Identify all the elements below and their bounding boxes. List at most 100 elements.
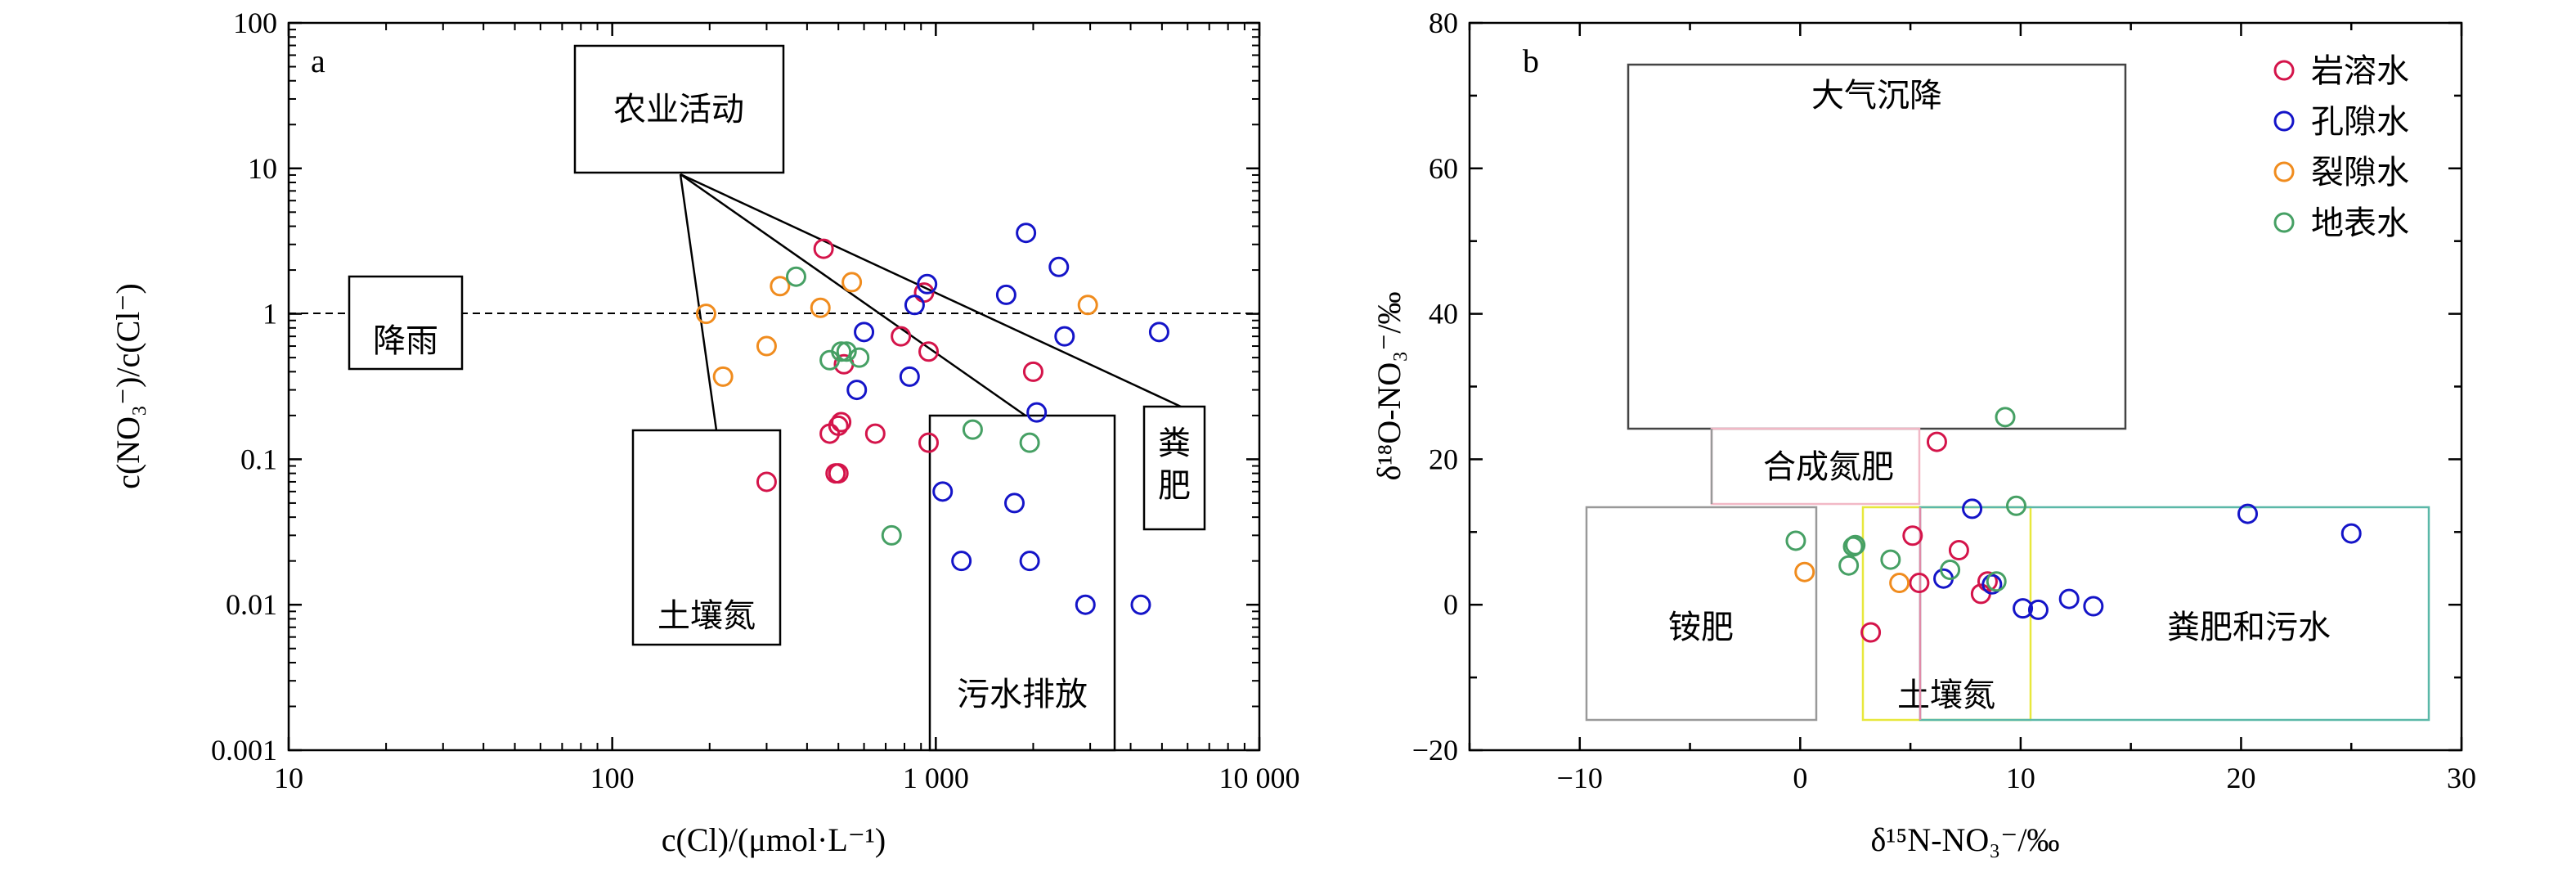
panel-a-points <box>695 223 1169 615</box>
box-manure-sewage: 粪肥和污水 <box>1919 506 2430 722</box>
scatter-point <box>2237 503 2259 524</box>
y-tick-label: 1 <box>263 298 277 331</box>
scatter-point <box>1909 573 1930 594</box>
scatter-point <box>712 366 734 387</box>
x-tick-label: 1 000 <box>903 762 969 794</box>
panel-a-mixing-lines <box>679 173 1182 431</box>
scatter-point <box>1077 295 1098 316</box>
y-tick-label: 0.1 <box>240 443 277 475</box>
mixing-line-sewage <box>680 173 1026 417</box>
scatter-point <box>831 412 852 433</box>
scatter-point <box>828 415 849 436</box>
scatter-point <box>756 471 777 492</box>
scatter-point <box>1845 534 1866 555</box>
box-sewage: 污水排放 <box>928 414 1116 752</box>
x-tick-label: 0 <box>1793 762 1807 794</box>
scatter-point <box>2340 523 2362 544</box>
scatter-point <box>881 524 902 546</box>
scatter-point <box>785 266 806 287</box>
scatter-point <box>1148 322 1169 343</box>
panel-a-y-axis-title: c(NO₃⁻)/c(Cl⁻) <box>110 283 146 489</box>
panel-b-axes: −10 0 10 20 30 80 60 40 20 0 −20 <box>1412 7 2476 794</box>
scatter-point <box>864 423 886 444</box>
scatter-point <box>1838 555 1860 576</box>
scatter-point <box>918 341 940 362</box>
scatter-point <box>1019 551 1040 572</box>
scatter-point <box>918 432 940 453</box>
x-tick-label: 30 <box>2447 762 2476 794</box>
scatter-point <box>1019 432 1040 453</box>
y-tick-label: 60 <box>1429 152 1458 185</box>
y-tick-label: −20 <box>1412 734 1458 767</box>
scatter-point <box>695 304 716 325</box>
scatter-point <box>917 273 938 295</box>
panel-b-x-axis-title: δ¹⁵N-NO₃⁻/‰ <box>1871 821 2060 858</box>
panel-b-y-axis-title: δ¹⁸O-NO₃⁻/‰ <box>1371 292 1407 481</box>
box-manure: 粪肥 <box>1142 405 1206 531</box>
legend-label: 地表水 <box>2311 205 2409 242</box>
scatter-point <box>2027 599 2049 620</box>
scatter-point <box>841 272 863 293</box>
mixing-line-soil <box>679 173 718 431</box>
box-sewage-label: 污水排放 <box>957 676 1088 713</box>
panel-b-letter: b <box>1523 43 1539 79</box>
scatter-point <box>1860 622 1882 643</box>
scatter-point <box>1785 530 1806 551</box>
legend-marker <box>2273 110 2295 132</box>
scatter-point <box>1902 525 1923 546</box>
scatter-point <box>849 347 870 368</box>
box-manure-label: 粪肥 <box>1158 425 1191 505</box>
box-atmospheric-label: 大气沉降 <box>1811 77 1942 115</box>
scatter-point <box>1016 223 1037 244</box>
box-soil-nitrogen-b-label: 土壤氮 <box>1897 677 1995 714</box>
box-ammonium-label: 铵肥 <box>1668 609 1734 646</box>
scatter-point <box>1981 573 2003 595</box>
x-tick-label: 10 000 <box>1219 762 1300 794</box>
y-tick-label: 100 <box>233 7 277 39</box>
scatter-point <box>962 419 983 440</box>
box-synthetic-fertilizer: 合成氮肥 <box>1710 427 1921 506</box>
x-tick-label: 10 <box>2006 762 2035 794</box>
scatter-point <box>770 276 791 297</box>
scatter-point <box>2013 598 2034 619</box>
scatter-point <box>1880 549 1901 570</box>
scatter-point <box>828 463 849 484</box>
box-soil-nitrogen: 土壤氮 <box>631 429 782 646</box>
y-tick-label: 40 <box>1429 298 1458 331</box>
box-rainfall-label: 降雨 <box>373 322 438 360</box>
legend-marker <box>2273 161 2295 182</box>
scatter-point <box>1995 407 2016 428</box>
scatter-point <box>995 284 1016 305</box>
scatter-point <box>1026 402 1048 423</box>
scatter-point <box>904 295 925 316</box>
x-tick-label: 100 <box>590 762 635 794</box>
panel-b-chart: b 大气沉降 合成氮肥 铵肥 土壤氮 粪肥和污水 −10 0 10 20 30 80 60 4… <box>1371 7 2476 858</box>
scatter-point <box>1794 561 1815 582</box>
panel-a-x-axis-title: c(Cl)/(μmol·L⁻¹) <box>662 821 886 858</box>
panel-b-points <box>1785 407 2362 643</box>
y-tick-label: 20 <box>1429 443 1458 475</box>
x-tick-label: 20 <box>2226 762 2255 794</box>
box-ammonium-fertilizer: 铵肥 <box>1585 506 1818 722</box>
legend-label: 孔隙水 <box>2311 103 2409 141</box>
y-tick-label: 80 <box>1429 7 1458 39</box>
scatter-point <box>2005 495 2026 516</box>
panel-a-letter: a <box>311 43 325 79</box>
scatter-point <box>932 481 954 502</box>
scatter-point <box>1889 573 1910 594</box>
scatter-point <box>1054 326 1075 347</box>
box-agriculture-label: 农业活动 <box>613 91 744 128</box>
legend-marker <box>2273 60 2295 81</box>
y-tick-label: 0.01 <box>226 588 277 621</box>
y-tick-label: 10 <box>248 152 277 185</box>
x-tick-label: −10 <box>1557 762 1603 794</box>
scatter-point <box>891 326 912 347</box>
scatter-point <box>810 297 831 318</box>
scatter-point <box>836 341 857 362</box>
scatter-point <box>846 380 868 401</box>
scatter-point <box>1130 594 1151 615</box>
legend-marker <box>2273 212 2295 233</box>
mixing-line-manure <box>680 173 1182 408</box>
